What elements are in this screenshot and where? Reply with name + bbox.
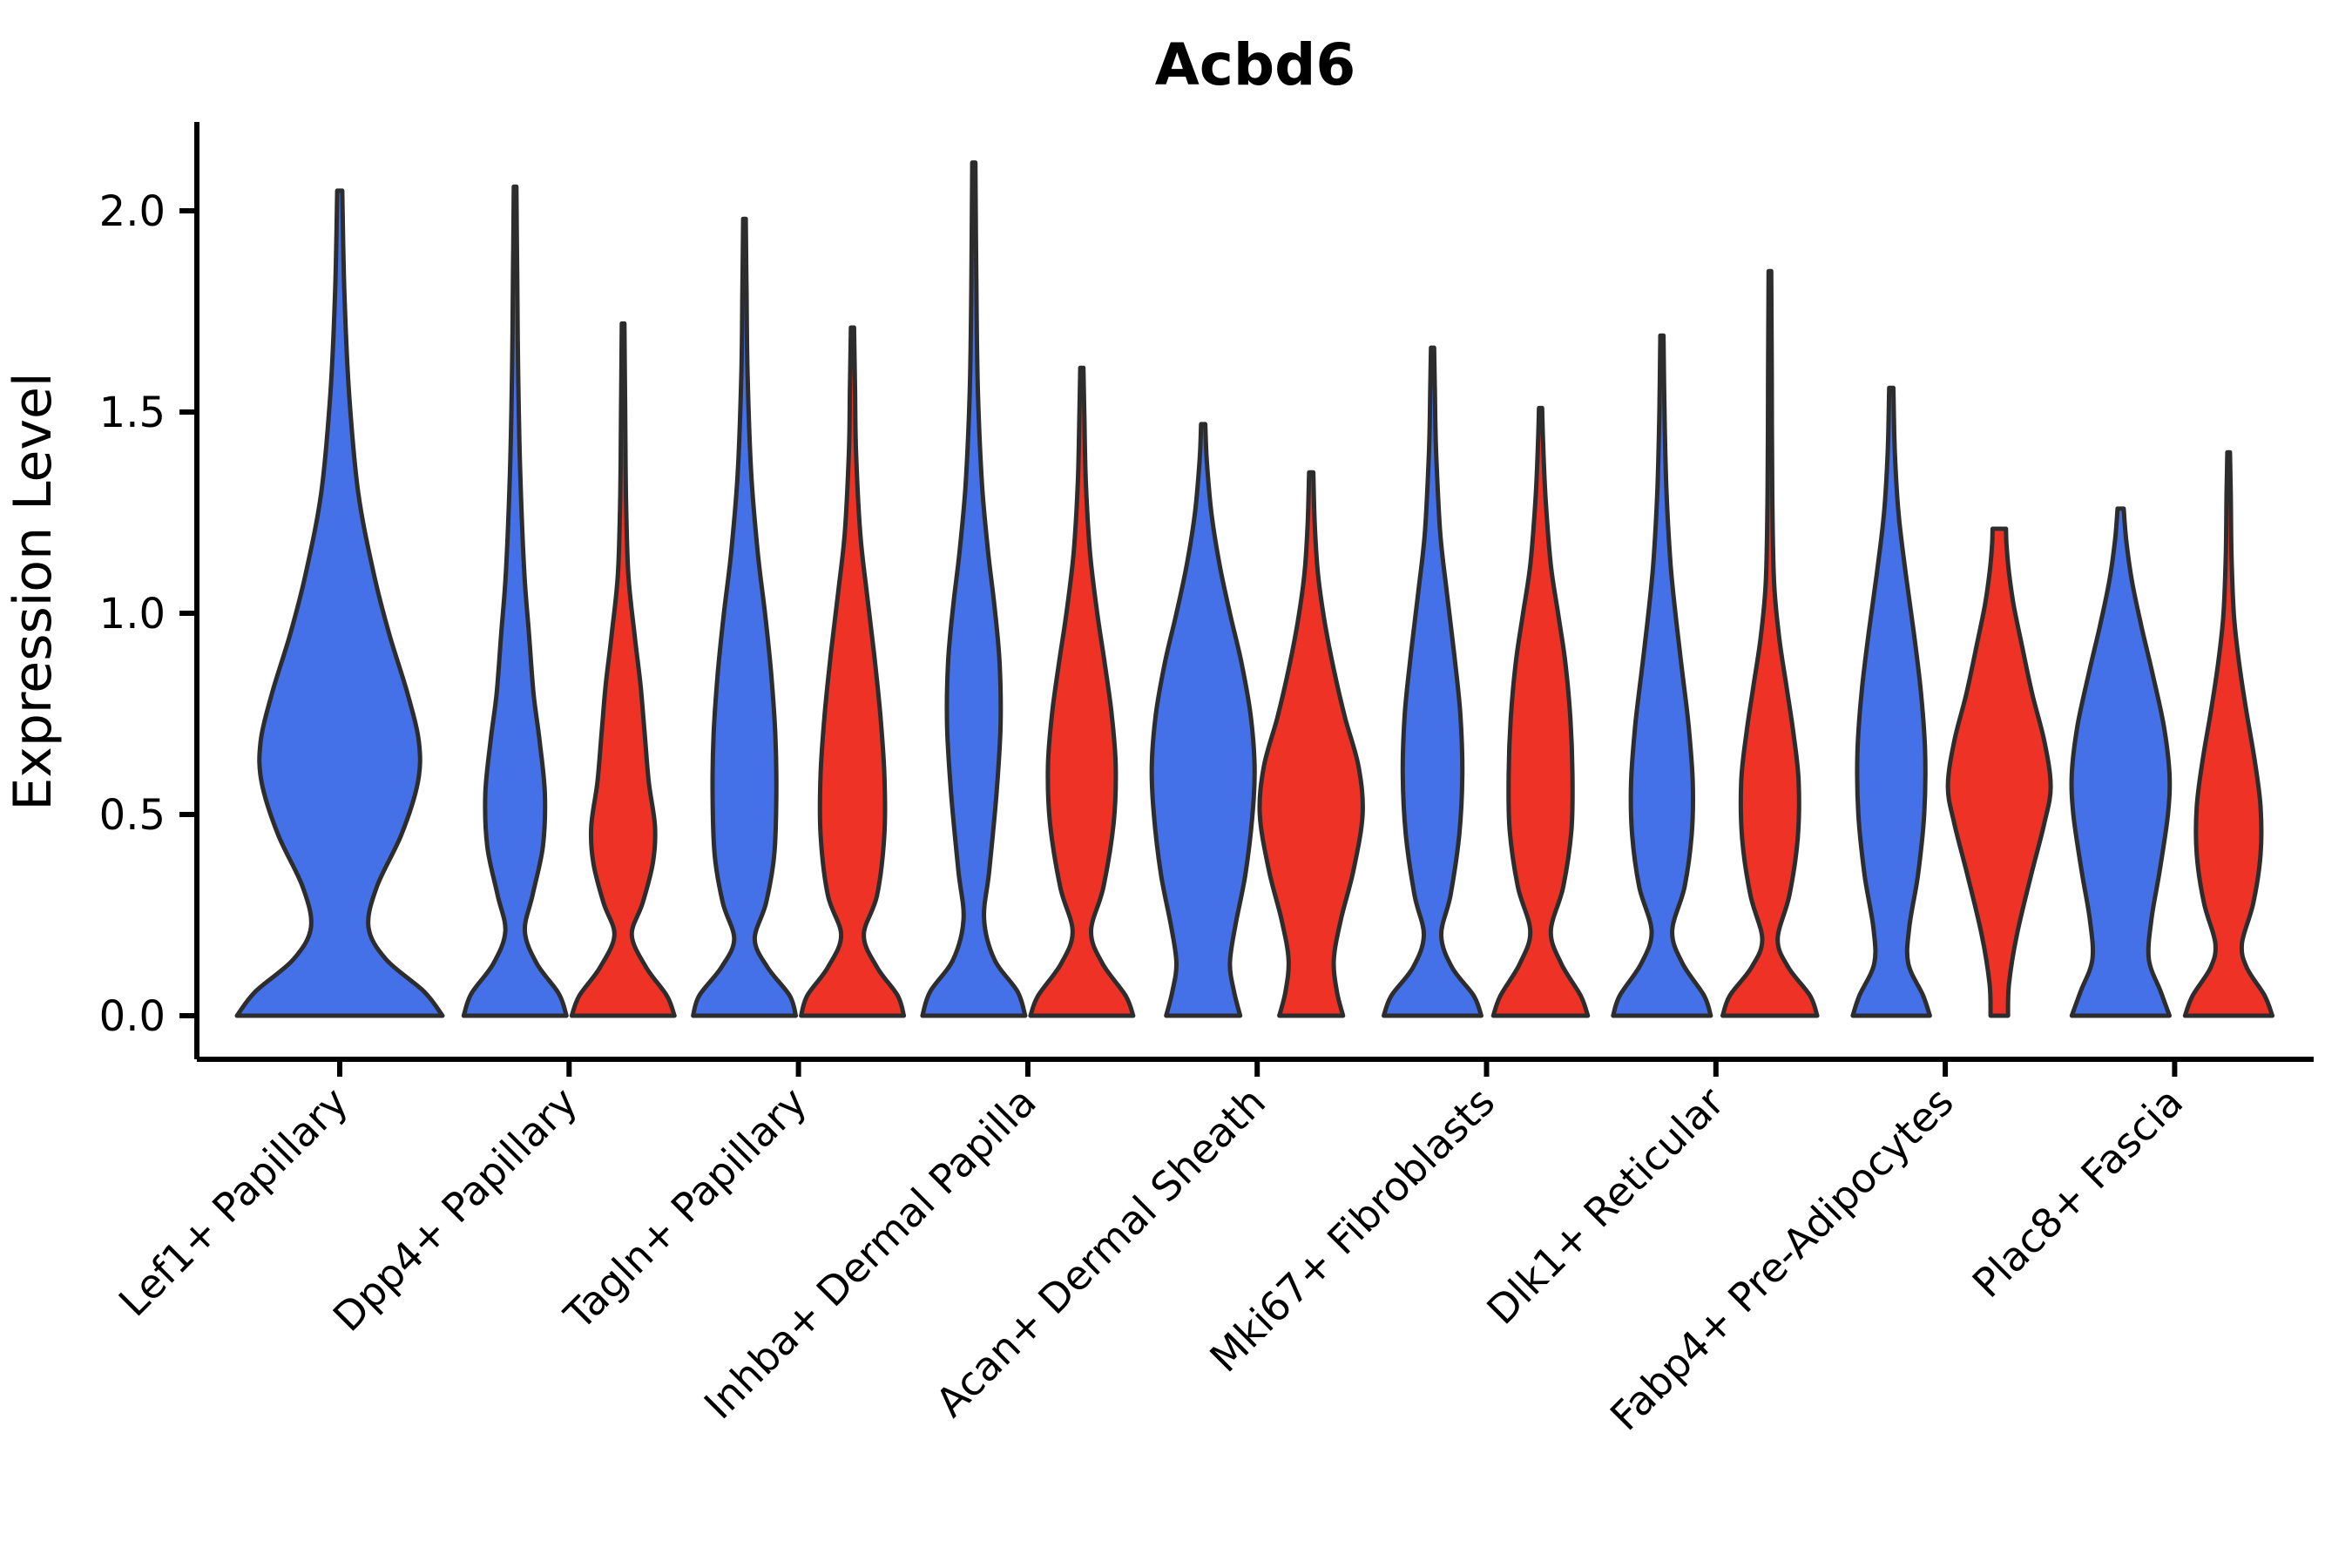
chart-title: Acbd6 — [1155, 31, 1356, 98]
x-tick-label-tagln-papillary: Tagln+ Papillary — [555, 1078, 816, 1340]
violin-blue-dpp4-papillary — [461, 184, 569, 1018]
y-tick-labels: 2.0 1.5 1.0 0.5 0.0 — [99, 187, 166, 1041]
violin-blue-mki67-fibroblasts — [1382, 345, 1484, 1018]
y-tick-label: 0.0 — [99, 992, 166, 1041]
y-axis-label: Expression Level — [3, 372, 64, 810]
violin-red-acan-dermal-sheath — [1257, 470, 1365, 1018]
violin-red-mki67-fibroblasts — [1490, 405, 1591, 1018]
violins-layer — [234, 160, 2275, 1018]
violin-blue-lef1-papillary — [234, 188, 445, 1018]
y-tick-label: 1.0 — [99, 590, 166, 639]
violin-red-tagln-papillary — [799, 325, 907, 1018]
violin-red-fabp4-pre-adipocytes — [1945, 526, 2053, 1018]
y-tick-label: 2.0 — [99, 187, 166, 236]
violin-blue-fabp4-pre-adipocytes — [1850, 385, 1932, 1018]
x-tick-label-plac8-fascia: Plac8+ Fascia — [1963, 1078, 2192, 1307]
violin-red-plac8-fascia — [2182, 449, 2275, 1018]
x-tick-label-dpp4-papillary: Dpp4+ Papillary — [324, 1078, 586, 1341]
violin-blue-inhba-dermal-papilla — [920, 160, 1028, 1018]
violin-blue-plac8-fascia — [2069, 506, 2173, 1018]
y-tick-label: 0.5 — [99, 791, 166, 840]
x-tick-label-dlk1-reticular: Dlk1+ Reticular — [1477, 1078, 1733, 1334]
axes-layer — [179, 122, 2314, 1077]
violin-blue-dlk1-reticular — [1611, 333, 1713, 1018]
violin-red-dpp4-papillary — [569, 321, 677, 1018]
y-tick-label: 1.5 — [99, 389, 166, 437]
violin-red-dlk1-reticular — [1720, 268, 1820, 1018]
x-tick-label-lef1-papillary: Lef1+ Papillary — [110, 1078, 357, 1326]
violin-blue-acan-dermal-sheath — [1149, 422, 1257, 1018]
violin-blue-tagln-papillary — [691, 216, 799, 1018]
violin-red-inhba-dermal-papilla — [1028, 365, 1136, 1018]
